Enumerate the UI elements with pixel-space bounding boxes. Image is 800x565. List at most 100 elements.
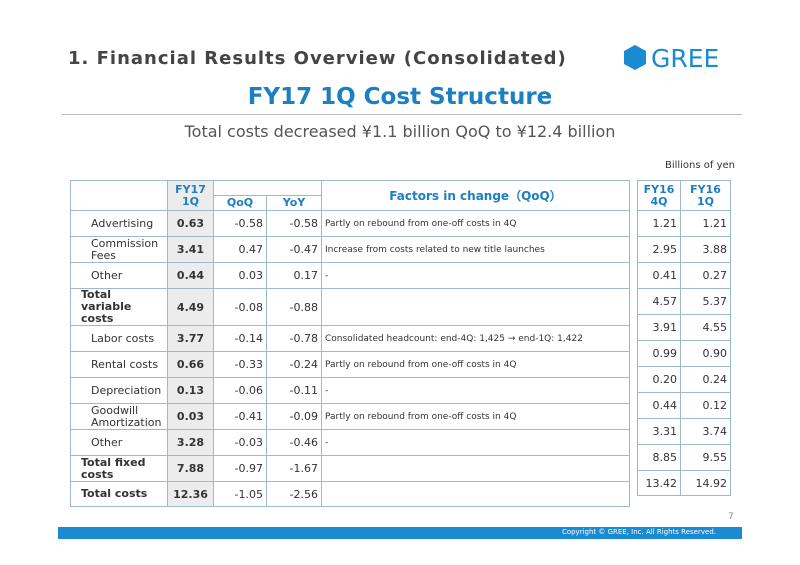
cell-factor — [321, 481, 630, 507]
cell-fy16-1q: 9.55 — [680, 444, 731, 471]
logo-hexagon — [624, 45, 646, 70]
table-row: 8.85 9.55 — [637, 444, 731, 471]
cell-yoy: -0.58 — [266, 210, 322, 237]
cell-qoq: -0.41 — [213, 403, 267, 430]
row-label: Commission Fees — [70, 236, 168, 263]
table-row: Rental costs 0.66 -0.33 -0.24 Partly on rebo… — [70, 351, 630, 378]
table-row: 3.91 4.55 — [637, 314, 731, 341]
cell-fy16-4q: 0.20 — [637, 366, 681, 393]
subtitle: Total costs decreased ¥1.1 billion QoQ t… — [184, 122, 616, 141]
cell-factor: - — [321, 262, 630, 289]
header-cell — [213, 180, 322, 196]
rule — [62, 114, 742, 115]
row-label: Total variable costs — [70, 288, 168, 326]
cell-qoq: -0.14 — [213, 325, 267, 352]
cell-fy16-4q: 1.21 — [637, 210, 681, 237]
cell-fy17-1q: 12.36 — [167, 481, 214, 507]
column-header: FY17 1Q — [167, 180, 214, 211]
cell-fy17-1q: 0.13 — [167, 377, 214, 404]
table-row: Total variable costs 4.49 -0.08 -0.88 — [70, 288, 630, 326]
cell-factor: Partly on rebound from one-off costs in … — [321, 351, 630, 378]
table-row: 0.20 0.24 — [637, 366, 731, 393]
cell-fy16-4q: 4.57 — [637, 288, 681, 315]
cell-qoq: 0.47 — [213, 236, 267, 263]
row-label: Total fixed costs — [70, 455, 168, 482]
cell-factor: Increase from costs related to new title… — [321, 236, 630, 263]
row-label: Labor costs — [70, 325, 168, 352]
table-row: 2.95 3.88 — [637, 236, 731, 263]
cell-fy17-1q: 0.03 — [167, 403, 214, 430]
cell-factor: Consolidated headcount: end-4Q: 1,425 → … — [321, 325, 630, 352]
cell-fy16-1q: 0.12 — [680, 392, 731, 419]
cell-yoy: -0.24 — [266, 351, 322, 378]
cell-fy17-1q: 0.63 — [167, 210, 214, 237]
cell-fy17-1q: 0.66 — [167, 351, 214, 378]
row-label: Depreciation — [70, 377, 168, 404]
cell-yoy: 0.17 — [266, 262, 322, 289]
cell-fy16-1q: 0.24 — [680, 366, 731, 393]
column-header: FY16 4Q — [637, 180, 681, 211]
cell-fy17-1q: 3.77 — [167, 325, 214, 352]
copyright: Copyright © GREE, Inc. All Rights Reserv… — [561, 528, 716, 536]
cell-qoq: -1.05 — [213, 481, 267, 507]
cell-yoy: -2.56 — [266, 481, 322, 507]
cell-fy16-1q: 0.90 — [680, 340, 731, 367]
cell-fy16-4q: 3.91 — [637, 314, 681, 341]
column-header: YoY — [266, 195, 322, 211]
table-row: Advertising 0.63 -0.58 -0.58 Partly on rebou… — [70, 210, 630, 237]
table-row: 13.42 14.92 — [637, 470, 731, 496]
table-row: 4.57 5.37 — [637, 288, 731, 315]
cell-fy16-1q: 3.74 — [680, 418, 731, 445]
cell-fy16-1q: 3.88 — [680, 236, 731, 263]
section-title: 1. Financial Results Overview (Consolida… — [68, 48, 567, 69]
prior-table: FY16 4Q FY16 1Q 1.21 1.21 2.95 3.88 0.41 0.27… — [637, 180, 731, 496]
column-header: QoQ — [213, 195, 267, 211]
cell-qoq: -0.97 — [213, 455, 267, 482]
cell-yoy: -0.46 — [266, 429, 322, 456]
cell-fy16-4q: 8.85 — [637, 444, 681, 471]
cell-yoy: -0.09 — [266, 403, 322, 430]
cell-fy16-4q: 0.99 — [637, 340, 681, 367]
cell-fy16-4q: 3.31 — [637, 418, 681, 445]
table-row: 0.41 0.27 — [637, 262, 731, 289]
title: FY17 1Q Cost Structure — [247, 84, 553, 110]
table-row: Depreciation 0.13 -0.06 -0.11- — [70, 377, 630, 404]
table-row: 0.99 0.90 — [637, 340, 731, 367]
cell-yoy: -0.11 — [266, 377, 322, 404]
cell-qoq: -0.33 — [213, 351, 267, 378]
row-label: Other — [70, 429, 168, 456]
column-header: FY16 1Q — [680, 180, 731, 211]
cell-fy16-4q: 13.42 — [637, 470, 681, 496]
cell-fy16-1q: 0.27 — [680, 262, 731, 289]
cell-fy16-1q: 5.37 — [680, 288, 731, 315]
cell-fy16-4q: 0.41 — [637, 262, 681, 289]
page-number: 7 — [728, 512, 734, 522]
cell-factor: - — [321, 429, 630, 456]
row-label: Goodwill Amortization — [70, 403, 168, 430]
cell-fy17-1q: 3.28 — [167, 429, 214, 456]
table-row: Commission Fees 3.41 0.47 -0.47 Increase fro… — [70, 236, 630, 263]
cell-fy17-1q: 4.49 — [167, 288, 214, 326]
table-row: Other 3.28 -0.03 -0.46- — [70, 429, 630, 456]
cell-fy17-1q: 7.88 — [167, 455, 214, 482]
table-row: 3.31 3.74 — [637, 418, 731, 445]
cell-fy16-1q: 4.55 — [680, 314, 731, 341]
table-row: 1.21 1.21 — [637, 210, 731, 237]
cell-fy16-4q: 0.44 — [637, 392, 681, 419]
cell-qoq: -0.03 — [213, 429, 267, 456]
table-row: Total costs 12.36 -1.05 -2.56 — [70, 481, 630, 507]
cell-yoy: -0.88 — [266, 288, 322, 326]
cell-fy17-1q: 3.41 — [167, 236, 214, 263]
row-label: Advertising — [70, 210, 168, 237]
table-row: Goodwill Amortization 0.03 -0.41 -0.09 Partl… — [70, 403, 630, 430]
column-header: Factors in change（QoQ） — [321, 180, 630, 211]
corner-cell — [70, 180, 168, 211]
cell-qoq: -0.06 — [213, 377, 267, 404]
cell-yoy: -0.47 — [266, 236, 322, 263]
table-row: Labor costs 3.77 -0.14 -0.78 Consolidated he… — [70, 325, 630, 352]
row-label: Other — [70, 262, 168, 289]
row-label: Total costs — [70, 481, 168, 507]
table-row: Other 0.44 0.03 0.17- — [70, 262, 630, 289]
table-row: Total fixed costs 7.88 -0.97 -1.67 — [70, 455, 630, 482]
